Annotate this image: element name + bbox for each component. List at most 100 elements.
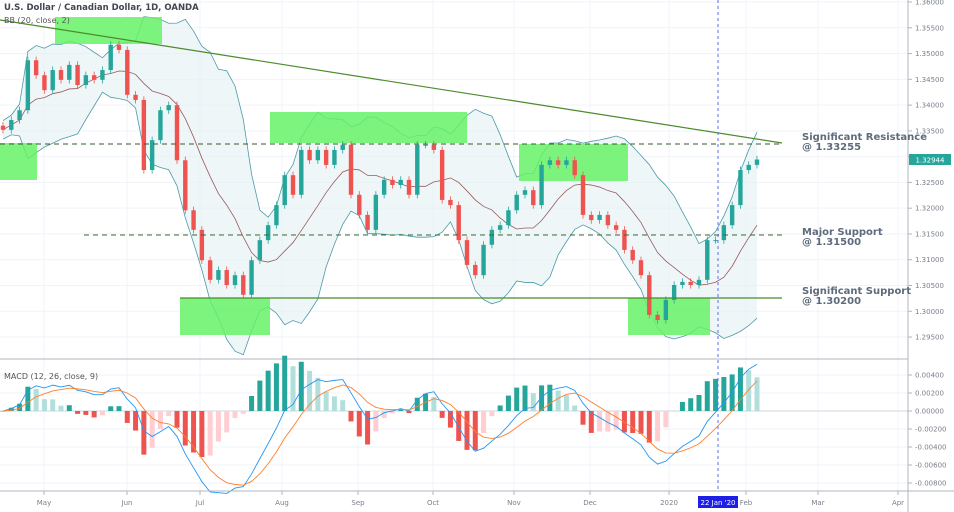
candle — [373, 191, 379, 234]
candle-body — [539, 164, 544, 206]
last-price-label: 1.32944 — [916, 157, 945, 165]
crosshair-date-label: 22 Jan '20 — [701, 499, 736, 507]
macd-histogram-bar — [257, 380, 263, 411]
macd-histogram-bar — [572, 405, 578, 411]
macd-histogram-bar — [389, 411, 395, 414]
candle — [663, 296, 669, 324]
candle — [149, 136, 155, 174]
macd-histogram-bar — [688, 398, 694, 411]
candle — [323, 146, 329, 169]
candle — [638, 256, 644, 279]
candle — [232, 271, 238, 289]
macd-histogram-bar — [381, 411, 387, 419]
time-tick-label: Feb — [740, 499, 753, 507]
macd-histogram-bar — [696, 394, 702, 411]
candle — [514, 191, 519, 214]
candle — [713, 236, 718, 244]
macd-tick-label: -0.00600 — [915, 462, 946, 470]
macd-histogram-bar — [514, 387, 520, 411]
macd-histogram-bar — [679, 401, 685, 411]
candle-body — [415, 144, 420, 195]
macd-histogram-bar — [671, 411, 677, 412]
macd-indicator-label[interactable]: MACD (12, 26, close, 9) — [4, 372, 99, 381]
candle — [746, 161, 751, 174]
price-tick-label: 1.34000 — [915, 102, 944, 110]
candle — [207, 256, 213, 284]
candle-body — [149, 140, 155, 171]
candle-body — [241, 275, 246, 295]
candle — [241, 271, 246, 299]
candle — [166, 101, 171, 114]
candle — [249, 256, 254, 299]
macd-histogram-bar — [539, 385, 545, 411]
candle-body — [572, 160, 577, 176]
macd-histogram-bar — [356, 411, 362, 437]
macd-histogram-bar — [737, 367, 743, 411]
zone-box — [180, 298, 270, 335]
candle-body — [199, 229, 205, 261]
candle — [282, 171, 287, 209]
candle — [680, 278, 685, 289]
candle-body — [249, 260, 254, 295]
macd-histogram-bar — [290, 366, 296, 411]
candle — [290, 171, 296, 199]
macd-histogram-bar — [8, 407, 14, 411]
candle-body — [83, 75, 89, 85]
macd-histogram-bar — [240, 411, 246, 414]
macd-histogram-bar — [605, 411, 611, 432]
macd-histogram-bar — [141, 411, 147, 455]
candle — [315, 146, 321, 164]
candle — [506, 206, 511, 229]
zone-box — [270, 112, 467, 143]
macd-pane — [0, 355, 908, 494]
candle-body — [406, 179, 412, 195]
macd-tick-label: -0.00800 — [915, 480, 946, 488]
candle-body — [729, 205, 735, 226]
time-axis[interactable]: May Jun Jul Aug Sep Oct Nov Dec 2020 Feb Mar Apr — [37, 491, 904, 507]
candle — [398, 176, 403, 189]
macd-histogram-bar — [323, 391, 329, 411]
candle — [406, 176, 412, 199]
candle-body — [216, 270, 221, 280]
candle — [100, 66, 105, 84]
macd-histogram-bar — [621, 411, 627, 433]
macd-histogram-bar — [613, 411, 619, 430]
price-axis[interactable]: 1.36000 1.35500 1.35000 1.34500 1.34000 1.335… — [908, 0, 944, 342]
crosshair-date-tag: 22 Jan '20 — [698, 496, 738, 508]
candle — [340, 141, 345, 154]
macd-histogram-bar — [704, 381, 710, 411]
macd-histogram-bar — [398, 409, 404, 411]
candle — [191, 206, 196, 234]
candle-body — [705, 240, 710, 280]
annotation-value: @ 1.30200 — [802, 296, 862, 307]
candle-body — [613, 225, 619, 230]
candle-body — [439, 149, 445, 200]
macd-axis[interactable]: 0.00400 0.00200 0.00000 -0.00200 -0.00400 -0.… — [908, 372, 946, 488]
macd-histogram-bar — [133, 411, 139, 431]
bb-indicator-label[interactable]: BB (20, close, 2) — [4, 16, 70, 25]
macd-histogram-bar — [489, 411, 495, 417]
macd-tick-label: -0.00400 — [915, 444, 946, 452]
price-tick-label: 1.34500 — [915, 76, 944, 84]
candle-body — [357, 194, 362, 215]
macd-histogram-bar — [348, 411, 354, 422]
candle-body — [365, 214, 370, 230]
candle — [738, 166, 743, 209]
candle-body — [224, 270, 229, 285]
candle — [17, 106, 22, 124]
macd-histogram-bar — [25, 386, 31, 411]
candle — [547, 156, 553, 169]
candle — [481, 241, 486, 279]
macd-histogram-bar — [199, 411, 205, 458]
trendline[interactable] — [0, 19, 783, 144]
macd-histogram-bar — [713, 378, 719, 411]
time-tick-label: Aug — [275, 499, 289, 507]
macd-histogram-bar — [406, 411, 412, 414]
candle-body — [390, 179, 395, 185]
macd-line — [2, 363, 758, 494]
macd-histogram-bar — [191, 411, 197, 453]
candle — [42, 71, 47, 94]
candle — [473, 261, 478, 279]
macd-histogram-bar — [580, 411, 586, 425]
